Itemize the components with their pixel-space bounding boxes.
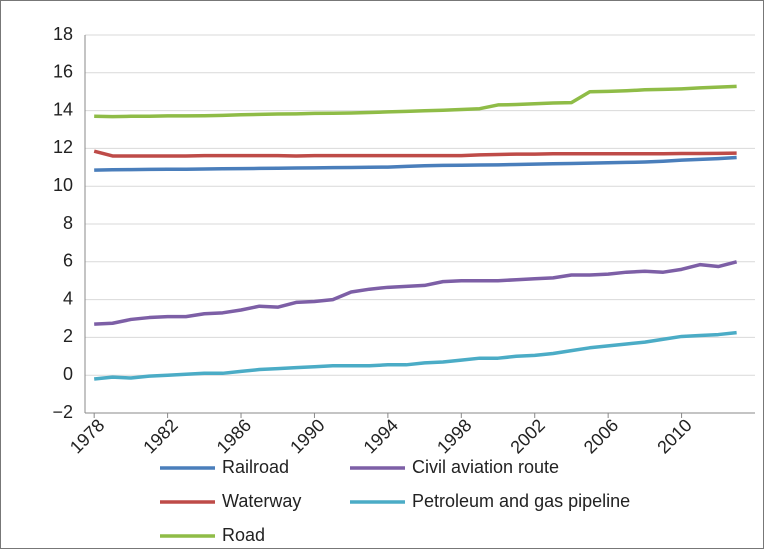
series-line — [94, 84, 737, 119]
y-tick-label: 8 — [63, 213, 73, 233]
y-tick-label: 4 — [63, 288, 73, 308]
x-tick-label: 1998 — [433, 415, 475, 457]
y-tick-label: 6 — [63, 251, 73, 271]
legend-label: Road — [222, 525, 265, 545]
x-tick-label: 1986 — [213, 415, 255, 457]
x-tick-label: 1990 — [286, 415, 328, 457]
x-tick-label: 1994 — [360, 415, 402, 457]
x-tick-label: 2006 — [580, 415, 622, 457]
y-tick-label: 14 — [53, 99, 73, 119]
legend-label: Petroleum and gas pipeline — [412, 491, 630, 511]
x-tick-label: 2002 — [506, 415, 548, 457]
y-tick-label: 12 — [53, 137, 73, 157]
y-tick-label: 2 — [63, 326, 73, 346]
series-line — [93, 149, 737, 158]
x-tick-label: 1982 — [139, 415, 181, 457]
y-tick-label: 10 — [53, 175, 73, 195]
y-tick-label: 16 — [53, 62, 73, 82]
y-tick-label: 18 — [53, 24, 73, 44]
series-line — [94, 260, 738, 326]
legend-label: Waterway — [222, 491, 301, 511]
y-tick-label: −2 — [52, 402, 73, 422]
legend-label: Civil aviation route — [412, 457, 559, 477]
y-tick-label: 0 — [63, 364, 73, 384]
series-line — [93, 330, 737, 381]
legend-label: Railroad — [222, 457, 289, 477]
series-line — [94, 155, 737, 172]
x-tick-label: 2010 — [653, 415, 695, 457]
